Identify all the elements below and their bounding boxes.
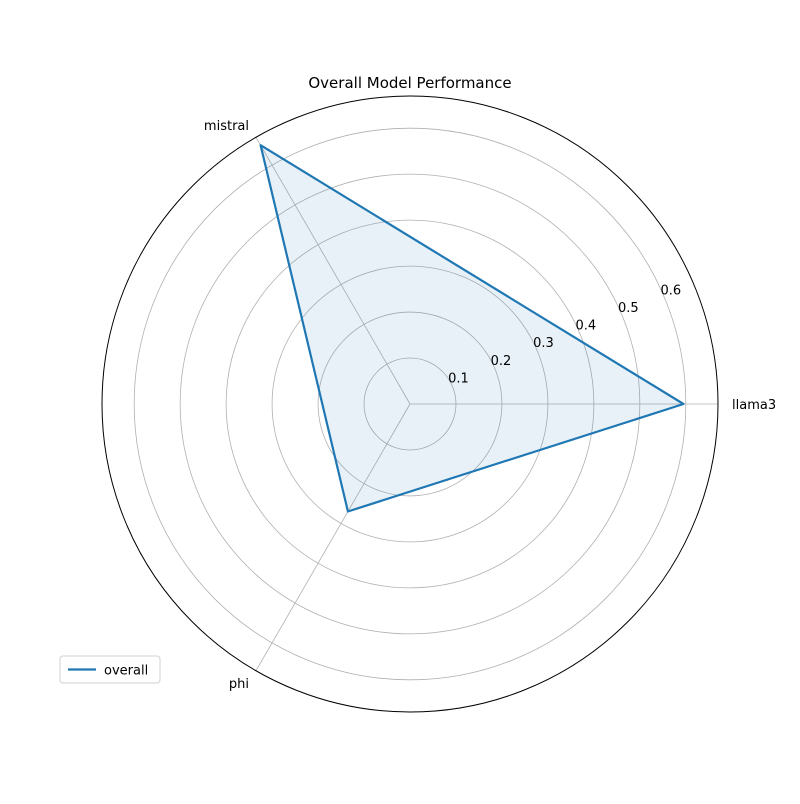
radial-tick-label: 0.3 <box>533 336 554 351</box>
radial-tick-label: 0.4 <box>576 319 597 334</box>
category-label-mistral: mistral <box>204 119 249 134</box>
series-layer <box>261 145 684 511</box>
radial-tick-label: 0.5 <box>618 301 639 316</box>
radial-tick-label: 0.2 <box>491 354 512 369</box>
legend: overall <box>60 656 160 683</box>
category-label-phi: phi <box>229 677 249 692</box>
radial-tick-label: 0.6 <box>660 283 681 298</box>
category-label-llama3: llama3 <box>732 398 776 413</box>
chart-title: Overall Model Performance <box>308 74 511 92</box>
radial-tick-label: 0.1 <box>448 371 469 386</box>
legend-label: overall <box>104 664 148 679</box>
series-fill-overall <box>261 145 684 511</box>
